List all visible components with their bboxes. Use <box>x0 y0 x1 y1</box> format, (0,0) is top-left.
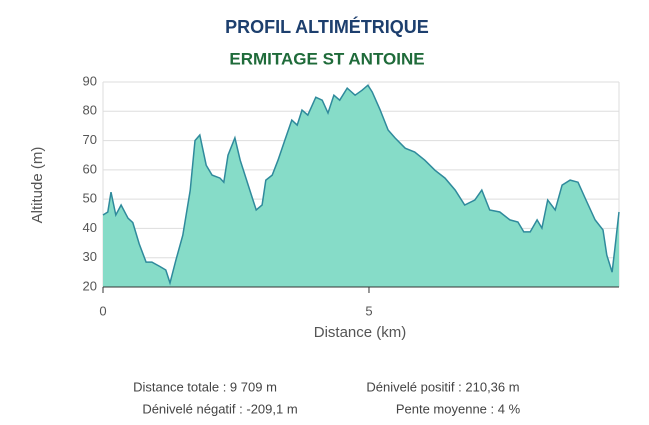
x-axis-label: Distance (km) <box>314 324 407 341</box>
y-tick-label: 90 <box>83 73 97 88</box>
y-tick-label: 50 <box>83 191 97 206</box>
y-tick-label: 20 <box>83 278 97 293</box>
x-tick-label: 5 <box>365 303 372 318</box>
y-tick-label: 70 <box>83 132 97 147</box>
y-tick-label: 40 <box>83 220 97 235</box>
chart-subtitle: ERMITAGE ST ANTOINE <box>229 49 424 68</box>
y-tick-label: 60 <box>83 161 97 176</box>
area <box>103 85 619 287</box>
stat-text: Dénivelé négatif : -209,1 m <box>142 401 297 416</box>
chart-title: PROFIL ALTIMÉTRIQUE <box>225 16 429 37</box>
y-tick-label: 30 <box>83 249 97 264</box>
x-tick-label: 0 <box>99 303 106 318</box>
y-axis-label: Altitude (m) <box>29 147 46 224</box>
stat-text: Pente moyenne : 4 % <box>396 401 521 416</box>
line <box>102 84 620 286</box>
stat-text: Dénivelé positif : 210,36 m <box>366 379 519 394</box>
stat-text: Distance totale : 9 709 m <box>133 379 277 394</box>
y-tick-label: 80 <box>83 103 97 118</box>
